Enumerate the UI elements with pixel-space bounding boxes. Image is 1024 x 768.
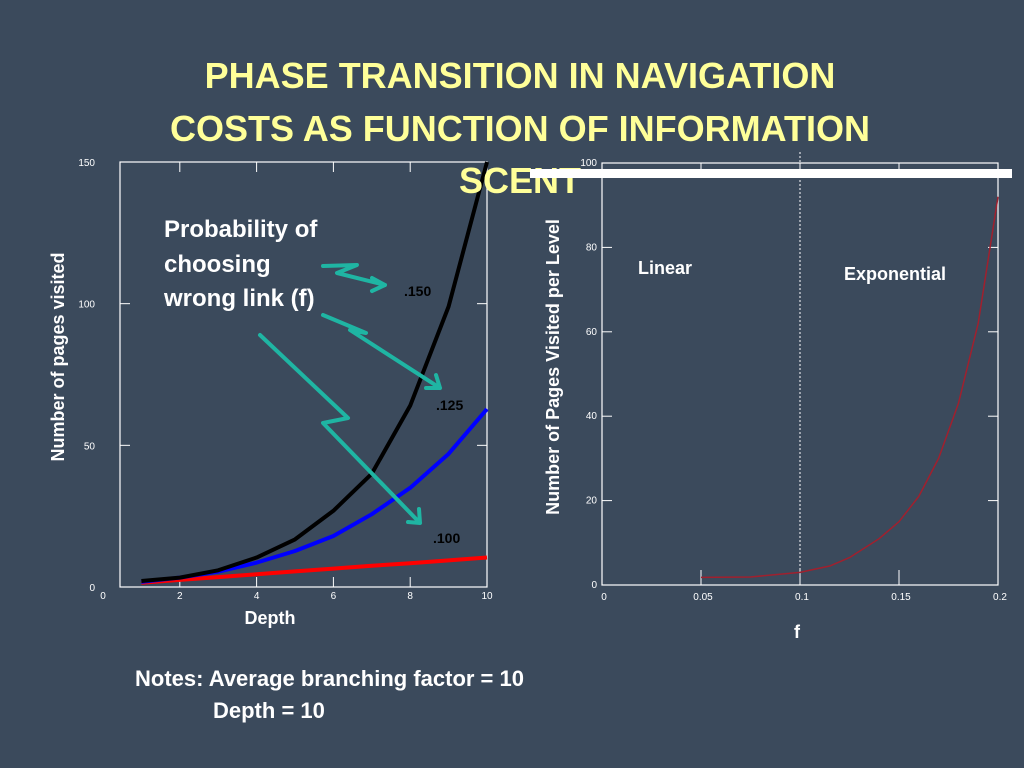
x-tick-label: 0.2 (993, 592, 1007, 603)
y-tick-label: 0 (89, 583, 95, 594)
right-y-axis-label: Number of Pages Visited per Level (543, 219, 563, 515)
series-label-125: .125 (436, 397, 463, 413)
right-chart: 0 0.05 0.1 0.15 0.2 0 20 40 60 80 100 f Number of … (543, 152, 1007, 642)
series-label-150: .150 (404, 283, 431, 299)
x-tick-label: 0.15 (891, 592, 911, 603)
arrow-icon-to-150 (321, 263, 387, 293)
x-tick-label: 10 (481, 591, 493, 602)
x-tick-label: 0 (601, 592, 607, 603)
slide-title-line-2: COSTS AS FUNCTION OF INFORMATION (170, 108, 870, 149)
left-y-axis-label: Number of pages visited (48, 252, 68, 461)
y-tick-label: 20 (586, 496, 598, 507)
series-line-100 (141, 555, 488, 585)
x-tick-label: 2 (177, 591, 183, 602)
y-tick-label: 40 (586, 411, 598, 422)
region-label-exponential: Exponential (844, 264, 946, 284)
x-tick-label: 0.05 (693, 592, 713, 603)
y-tick-label: 0 (591, 580, 597, 591)
x-tick-label: 8 (407, 591, 413, 602)
y-tick-label: 100 (580, 158, 597, 169)
x-tick-label: 4 (254, 591, 260, 602)
notes-line-2: Depth = 10 (213, 698, 325, 723)
slide-title-line-3: SCENT (459, 160, 581, 201)
left-plot-frame (119, 161, 488, 588)
x-tick-label: 0 (100, 591, 106, 602)
y-tick-label: 100 (78, 300, 95, 311)
series-line-150 (141, 161, 489, 584)
series-line-125 (141, 407, 489, 584)
region-label-linear: Linear (638, 258, 692, 278)
series-label-100: .100 (433, 530, 460, 546)
y-tick-label: 60 (586, 327, 598, 338)
x-tick-label: 0.1 (795, 592, 809, 603)
x-tick-label: 6 (331, 591, 337, 602)
annotation-line-3: wrong link (f) (163, 285, 315, 312)
arrow-icon-to-125 (321, 313, 442, 390)
slide-title-line-1: PHASE TRANSITION IN NAVIGATION (205, 55, 836, 96)
annotation-line-2: choosing (164, 251, 271, 278)
title-underline-bar (530, 169, 1012, 178)
annotation-line-1: Probability of (164, 216, 318, 243)
left-x-axis-label: Depth (245, 608, 296, 628)
right-x-axis-label: f (794, 622, 801, 642)
y-tick-label: 50 (84, 441, 96, 452)
notes-line-1: Notes: Average branching factor = 10 (135, 666, 524, 691)
arrow-icon-to-100 (258, 333, 422, 525)
y-tick-label: 80 (586, 242, 598, 253)
series-line-pages (700, 196, 999, 579)
y-tick-label: 150 (78, 158, 95, 169)
